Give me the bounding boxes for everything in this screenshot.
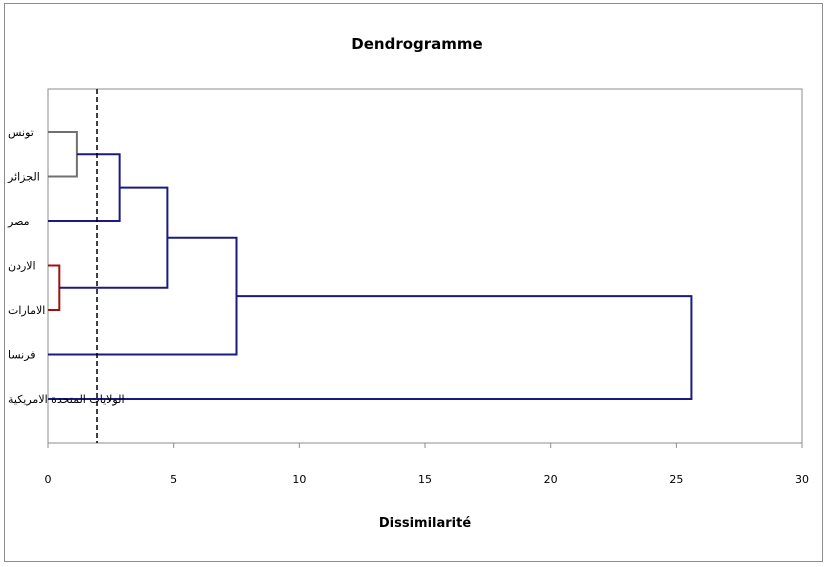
chart-frame <box>4 3 823 562</box>
dendrogram-link <box>48 295 693 400</box>
dendrogram-link <box>48 264 61 311</box>
plot-area <box>47 88 803 444</box>
dendrogram-link <box>59 186 169 289</box>
x-axis-ticks: 0 5 10 15 20 25 30 <box>45 443 809 486</box>
x-tick-label: 30 <box>795 473 809 486</box>
leaf-label: تونس <box>8 126 34 139</box>
x-tick-label: 25 <box>669 473 683 486</box>
chart-title: Dendrogramme <box>351 35 482 53</box>
leaf-label: فرنسا <box>8 349 36 362</box>
dendrogram-link <box>48 236 238 356</box>
x-tick-label: 5 <box>170 473 177 486</box>
leaf-label: الاردن <box>8 260 36 273</box>
leaf-label: الامارات <box>8 304 45 317</box>
x-tick-label: 15 <box>418 473 432 486</box>
dendrogram-links <box>48 131 693 400</box>
x-axis-label: Dissimilarité <box>379 516 471 531</box>
leaf-label: الولايات المتحدة الامريكية <box>8 393 125 406</box>
x-tick-label: 0 <box>45 473 52 486</box>
leaf-label: مصر <box>7 215 30 228</box>
dendrogram-link <box>48 131 78 178</box>
x-tick-label: 10 <box>292 473 306 486</box>
x-tick-label: 20 <box>544 473 558 486</box>
leaf-label: الجزائر <box>7 171 40 184</box>
leaf-labels: تونس الجزائر مصر الاردن الامارات فرنسا الولايا… <box>7 126 125 406</box>
dendrogram-link <box>48 153 121 222</box>
